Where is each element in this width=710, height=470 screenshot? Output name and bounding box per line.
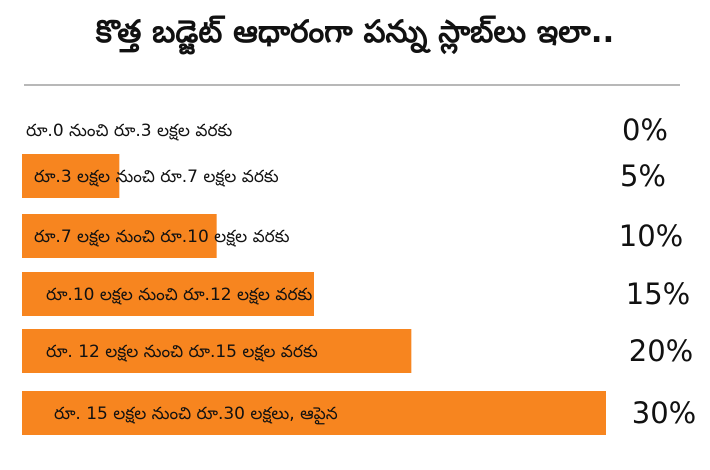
slab-label: రూ.0 నుంచి రూ.3 లక్షల వరకు	[26, 121, 232, 141]
slab-bar	[22, 272, 314, 316]
slab-bar	[22, 154, 120, 198]
tax-rate-label: 20%	[629, 334, 693, 368]
slab-label: రూ. 12 లక్షల నుంచి రూ.15 లక్షల వరకు	[46, 342, 318, 362]
tax-rate-label: 15%	[626, 277, 690, 311]
chart-title: కొత్త బడ్జెట్ ఆధారంగా పన్ను స్లాబ్‌లు ఇల…	[95, 14, 615, 50]
slab-label: రూ.7 లక్షల నుంచి రూ.10 లక్షల వరకు	[34, 227, 290, 247]
slab-label: రూ.3 లక్షల నుంచి రూ.7 లక్షల వరకు	[34, 167, 279, 187]
slab-bar	[22, 214, 217, 258]
slab-bar	[22, 391, 606, 435]
tax-rate-label: 10%	[619, 219, 683, 253]
slab-label: రూ. 15 లక్షల నుంచి రూ.30 లక్షలు, ఆపైన	[54, 404, 338, 425]
tax-rate-label: 30%	[632, 396, 696, 430]
title-divider	[24, 84, 680, 86]
tax-rate-label: 5%	[620, 159, 666, 193]
slab-bar	[22, 329, 412, 373]
slab-label: రూ.10 లక్షల నుంచి రూ.12 లక్షల వరకు	[46, 285, 312, 305]
tax-rate-label: 0%	[622, 113, 668, 147]
